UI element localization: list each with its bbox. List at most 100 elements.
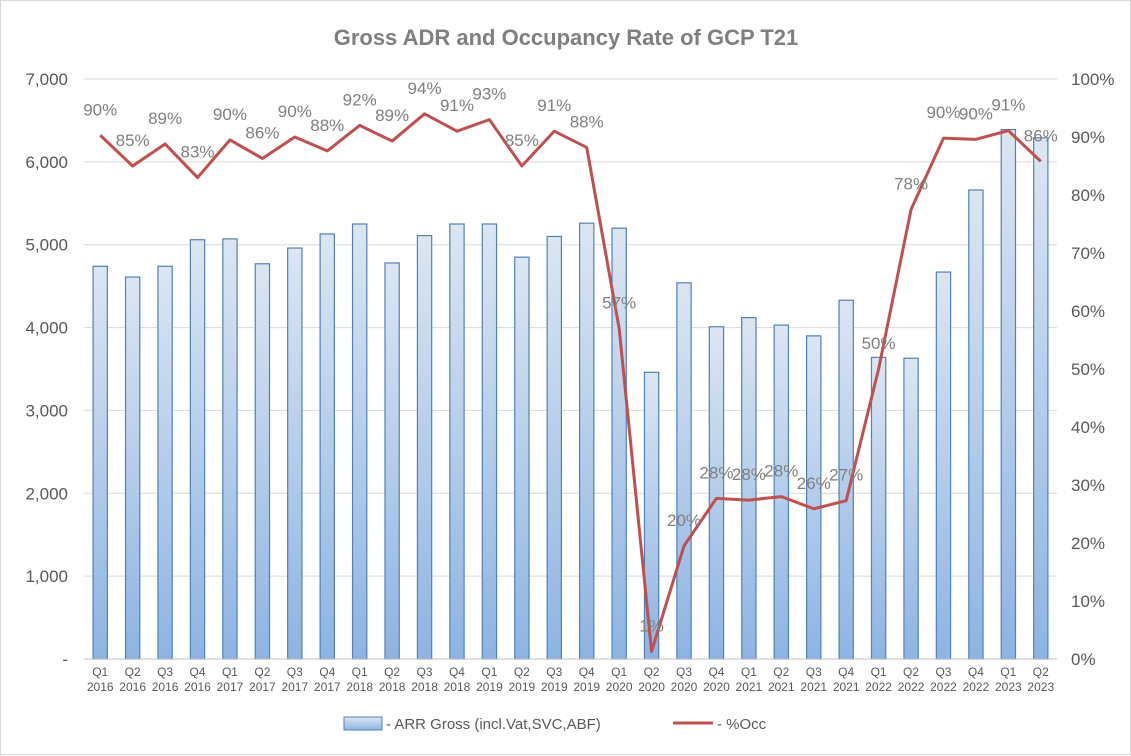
bar: [416, 235, 433, 660]
left-tick-label: 4,000: [25, 319, 68, 338]
x-tick-quarter: Q2: [644, 665, 660, 679]
x-tick-year: 2019: [541, 680, 568, 694]
x-tick-year: 2020: [671, 680, 698, 694]
x-tick-year: 2019: [573, 680, 600, 694]
x-tick-year: 2020: [638, 680, 665, 694]
x-tick-quarter: Q1: [611, 665, 627, 679]
x-tick-year: 2022: [963, 680, 990, 694]
x-tick-quarter: Q2: [384, 665, 400, 679]
x-tick-quarter: Q2: [125, 665, 141, 679]
x-tick-year: 2016: [87, 680, 114, 694]
bar: [546, 235, 563, 660]
bar: [157, 265, 173, 660]
x-tick-year: 2022: [898, 680, 925, 694]
x-tick-year: 2019: [508, 680, 535, 694]
occupancy-data-label: 91%: [991, 96, 1025, 115]
occupancy-data-label: 78%: [894, 175, 928, 194]
x-tick-year: 2016: [152, 680, 179, 694]
occupancy-data-label: 20%: [667, 511, 701, 530]
x-tick-quarter: Q4: [968, 665, 984, 679]
x-tick-year: 2023: [1027, 680, 1054, 694]
bar: [222, 238, 238, 660]
occupancy-data-label: 93%: [472, 85, 506, 104]
x-tick-quarter: Q4: [838, 665, 854, 679]
x-tick-quarter: Q1: [222, 665, 238, 679]
right-tick-label: 30%: [1071, 476, 1105, 495]
occupancy-data-label: 28%: [732, 465, 766, 484]
x-tick-year: 2017: [249, 680, 276, 694]
x-tick-year: 2021: [768, 680, 795, 694]
occupancy-data-label: 85%: [505, 131, 539, 150]
occupancy-data-label: 86%: [1024, 126, 1058, 145]
occupancy-data-label: 28%: [699, 463, 733, 482]
x-tick-year: 2022: [930, 680, 957, 694]
right-tick-label: 70%: [1071, 244, 1105, 263]
x-tick-quarter: Q3: [287, 665, 303, 679]
x-tick-year: 2021: [833, 680, 860, 694]
x-tick-quarter: Q1: [1000, 665, 1016, 679]
occupancy-data-label: 27%: [829, 466, 863, 485]
left-tick-label: 2,000: [25, 484, 68, 503]
bar: [903, 357, 919, 660]
x-tick-quarter: Q3: [417, 665, 433, 679]
bar: [806, 335, 822, 660]
bar-series: [92, 128, 1049, 660]
bar: [351, 223, 368, 660]
bar: [708, 326, 725, 660]
x-tick-year: 2023: [995, 680, 1022, 694]
occupancy-data-label: 1%: [639, 616, 664, 635]
right-tick-label: 10%: [1071, 592, 1105, 611]
occupancy-data-label: 50%: [862, 334, 896, 353]
x-tick-quarter: Q2: [254, 665, 270, 679]
x-tick-year: 2019: [476, 680, 503, 694]
occupancy-data-label: 88%: [570, 112, 604, 131]
x-axis: Q12016Q22016Q32016Q42016Q12017Q22017Q320…: [87, 665, 1055, 694]
occupancy-data-label: 89%: [148, 109, 182, 128]
x-tick-quarter: Q2: [514, 665, 530, 679]
right-tick-label: 50%: [1071, 360, 1105, 379]
x-tick-year: 2018: [444, 680, 471, 694]
x-tick-quarter: Q2: [1033, 665, 1049, 679]
bar: [124, 276, 141, 660]
x-tick-year: 2017: [281, 680, 308, 694]
x-tick-year: 2017: [314, 680, 341, 694]
right-tick-label: 80%: [1071, 186, 1105, 205]
occupancy-data-label: 90%: [926, 103, 960, 122]
legend: - ARR Gross (incl.Vat,SVC,ABF) - %Occ: [343, 716, 767, 733]
left-tick-label: 5,000: [25, 236, 68, 255]
x-tick-quarter: Q3: [157, 665, 173, 679]
right-tick-label: 60%: [1071, 302, 1105, 321]
x-tick-quarter: Q2: [903, 665, 919, 679]
x-tick-year: 2018: [379, 680, 406, 694]
x-tick-quarter: Q4: [708, 665, 724, 679]
x-tick-year: 2021: [736, 680, 763, 694]
occupancy-data-label: 90%: [959, 104, 993, 123]
x-tick-quarter: Q1: [481, 665, 497, 679]
right-tick-label: 0%: [1071, 650, 1096, 669]
occupancy-data-label: 26%: [797, 474, 831, 493]
x-tick-quarter: Q1: [871, 665, 887, 679]
bar: [384, 262, 400, 660]
occupancy-data-label: 83%: [181, 143, 215, 162]
legend-line-label: - %Occ: [717, 716, 767, 733]
x-tick-quarter: Q4: [319, 665, 335, 679]
right-tick-label: 40%: [1071, 418, 1105, 437]
left-tick-label: 7,000: [25, 70, 68, 89]
occupancy-line: [99, 112, 1042, 653]
left-tick-label: 3,000: [25, 401, 68, 420]
x-tick-quarter: Q3: [935, 665, 951, 679]
x-tick-quarter: Q3: [676, 665, 692, 679]
occupancy-data-label: 28%: [764, 462, 798, 481]
legend-bar-label: - ARR Gross (incl.Vat,SVC,ABF): [386, 716, 601, 733]
right-tick-label: 100%: [1071, 70, 1114, 89]
x-tick-quarter: Q4: [579, 665, 595, 679]
bar: [287, 247, 303, 660]
left-tick-label: 1,000: [25, 567, 68, 586]
left-tick-label: -: [62, 650, 68, 669]
bar: [968, 189, 984, 660]
bar: [254, 263, 271, 660]
x-tick-year: 2020: [606, 680, 633, 694]
x-tick-quarter: Q3: [546, 665, 562, 679]
chart-title: Gross ADR and Occupancy Rate of GCP T21: [334, 25, 799, 50]
